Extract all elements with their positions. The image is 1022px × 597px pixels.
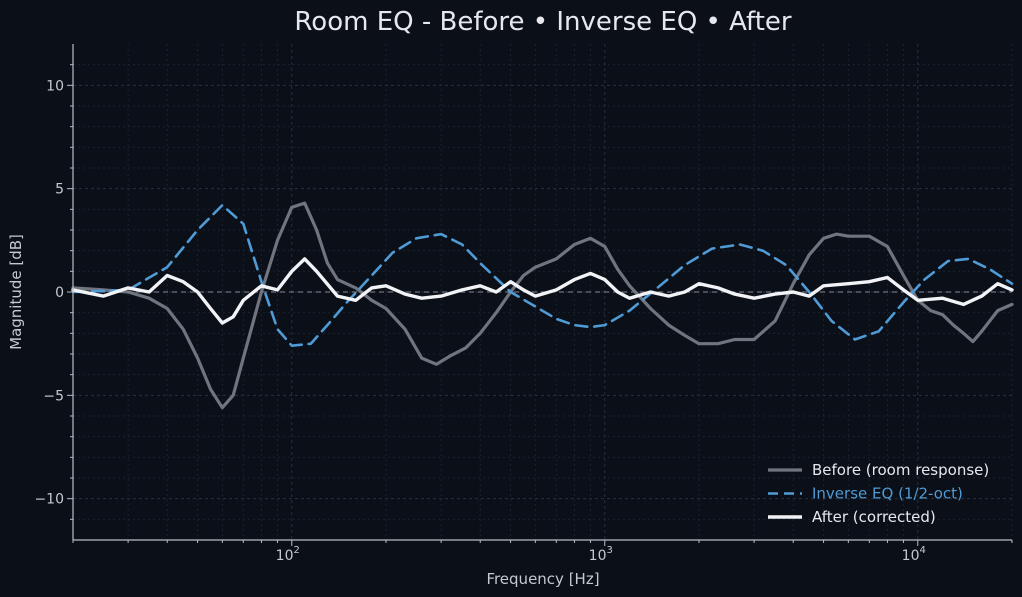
- x-tick-base: 10: [902, 548, 920, 564]
- y-tick-label: 10: [46, 78, 64, 94]
- legend-label-0: Before (room response): [812, 461, 989, 479]
- series-line-2: [71, 257, 1014, 325]
- chart-title: Room EQ - Before • Inverse EQ • After: [294, 7, 792, 37]
- series-line-0: [71, 201, 1014, 410]
- x-tick-label: 103: [589, 545, 613, 564]
- minor-grid: [72, 44, 1013, 540]
- x-axis-label: Frequency [Hz]: [486, 570, 599, 588]
- y-tick-label: 5: [55, 182, 64, 198]
- x-tick-label: 102: [276, 545, 300, 564]
- x-tick-label: 104: [902, 545, 926, 564]
- x-tick-exponent: 3: [607, 545, 613, 556]
- legend-label-1: Inverse EQ (1/2-oct): [812, 485, 963, 503]
- series-layer: [71, 201, 1014, 410]
- legend: Before (room response) Inverse EQ (1/2-oc…: [768, 461, 989, 526]
- y-tick-label: −5: [43, 388, 64, 404]
- x-tick-exponent: 2: [294, 545, 300, 556]
- series-line-1: [71, 203, 1014, 347]
- y-axis-ticks: 10 5 0 −5 −10: [34, 64, 73, 520]
- x-tick-exponent: 4: [920, 545, 926, 556]
- y-tick-label: −10: [34, 492, 64, 508]
- x-tick-base: 10: [589, 548, 607, 564]
- y-tick-label: 0: [55, 285, 64, 301]
- legend-label-2: After (corrected): [812, 508, 936, 526]
- x-axis-ticks: 102 103 104: [72, 540, 1013, 564]
- y-axis-label: Magnitude [dB]: [7, 234, 25, 350]
- x-tick-base: 10: [276, 548, 294, 564]
